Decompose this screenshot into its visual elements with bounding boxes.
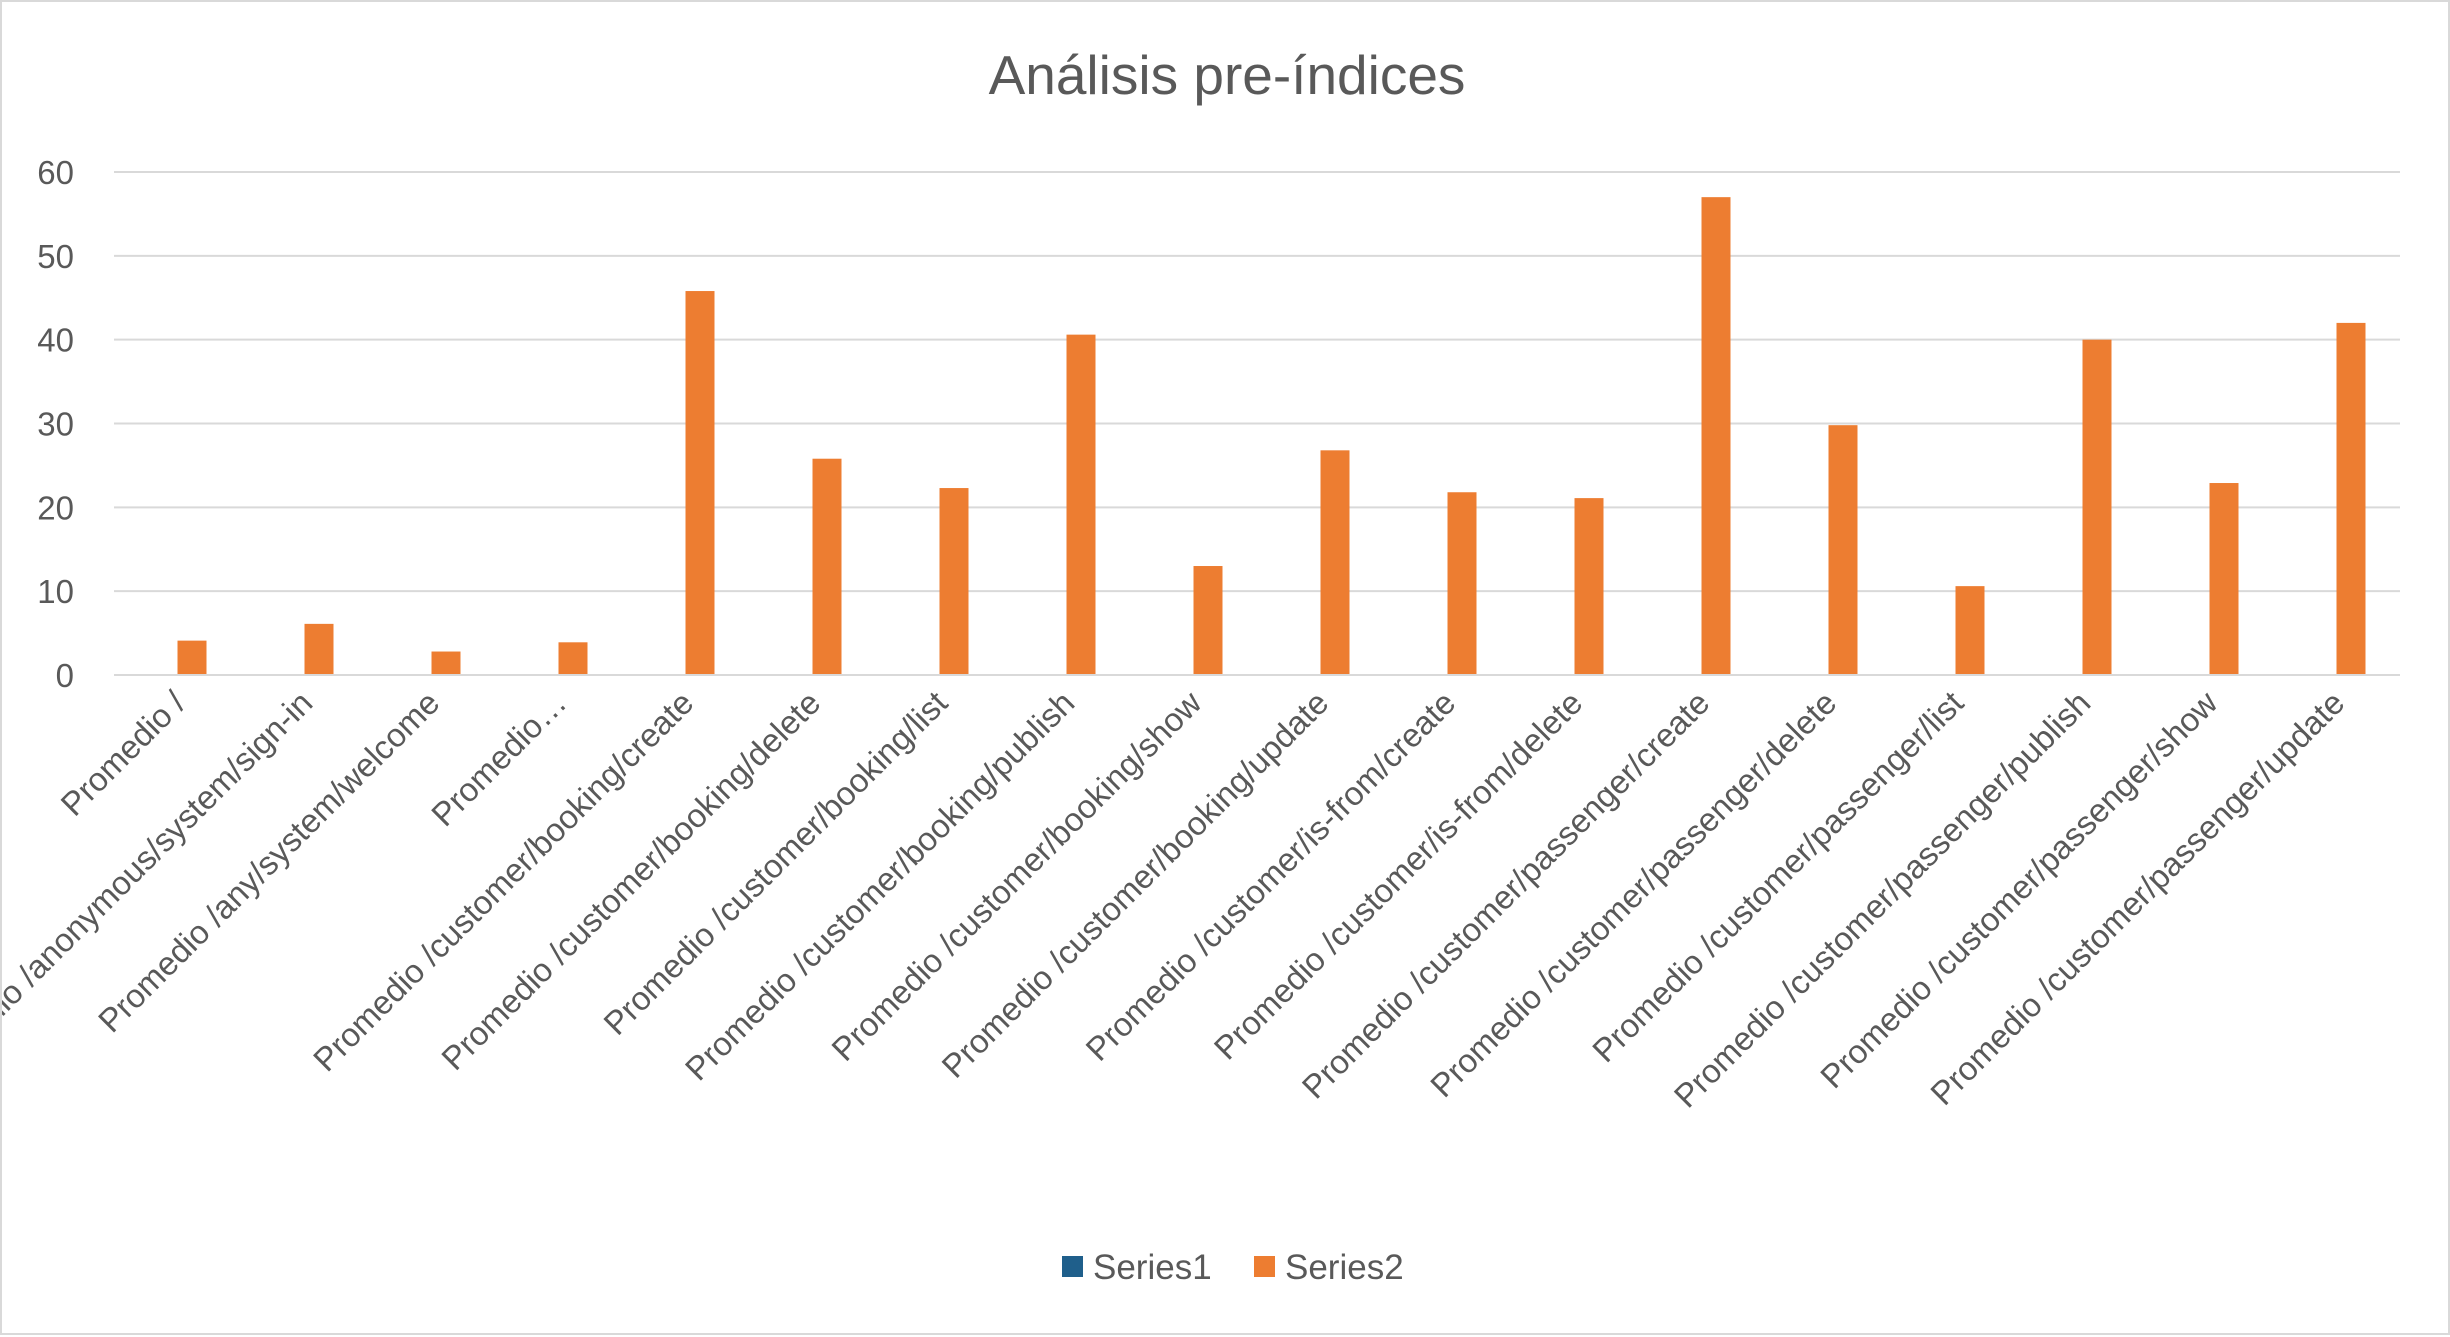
bar-series2-2 (431, 651, 461, 675)
legend-swatch-series1 (1062, 1256, 1083, 1277)
y-tick-label: 40 (37, 322, 74, 359)
legend-label-series1: Series1 (1093, 1248, 1212, 1287)
chart-title: Análisis pre-índices (989, 44, 1466, 106)
bar-series2-12 (1701, 197, 1731, 675)
bar-series2-15 (2082, 339, 2112, 675)
bar-series2-16 (2209, 483, 2239, 675)
bar-series2-3 (558, 642, 588, 675)
bar-series2-7 (1066, 334, 1096, 675)
y-axis-ticks: 0 10 20 30 40 50 60 (37, 154, 74, 694)
x-category-label: Promedio / (53, 683, 193, 823)
bars (177, 197, 2366, 675)
bar-series2-9 (1320, 450, 1350, 675)
gridlines (114, 171, 2400, 593)
bar-series2-8 (1193, 566, 1223, 675)
legend-label-series2: Series2 (1285, 1248, 1404, 1287)
legend-swatch-series2 (1254, 1256, 1275, 1277)
y-tick-label: 60 (37, 154, 74, 191)
x-axis-category-labels: Promedio /Promedio /anonymous/system/sig… (2, 683, 2351, 1114)
y-tick-label: 20 (37, 489, 74, 526)
bar-series2-6 (939, 488, 969, 675)
bar-series2-11 (1574, 498, 1604, 675)
legend: Series1 Series2 (1062, 1248, 1404, 1287)
bar-series2-10 (1447, 492, 1477, 675)
bar-series2-0 (177, 640, 207, 675)
bar-series2-14 (1955, 586, 1985, 675)
bar-series2-5 (812, 458, 842, 675)
bar-series2-13 (1828, 425, 1858, 675)
y-tick-label: 10 (37, 573, 74, 610)
bar-series2-1 (304, 623, 334, 675)
y-tick-label: 50 (37, 238, 74, 275)
bar-series2-4 (685, 291, 715, 675)
bar-series2-17 (2336, 322, 2366, 675)
y-tick-label: 30 (37, 406, 74, 443)
x-category-label: Promedio /anonymous/system/sign-in (2, 684, 319, 1099)
y-tick-label: 0 (56, 657, 74, 694)
